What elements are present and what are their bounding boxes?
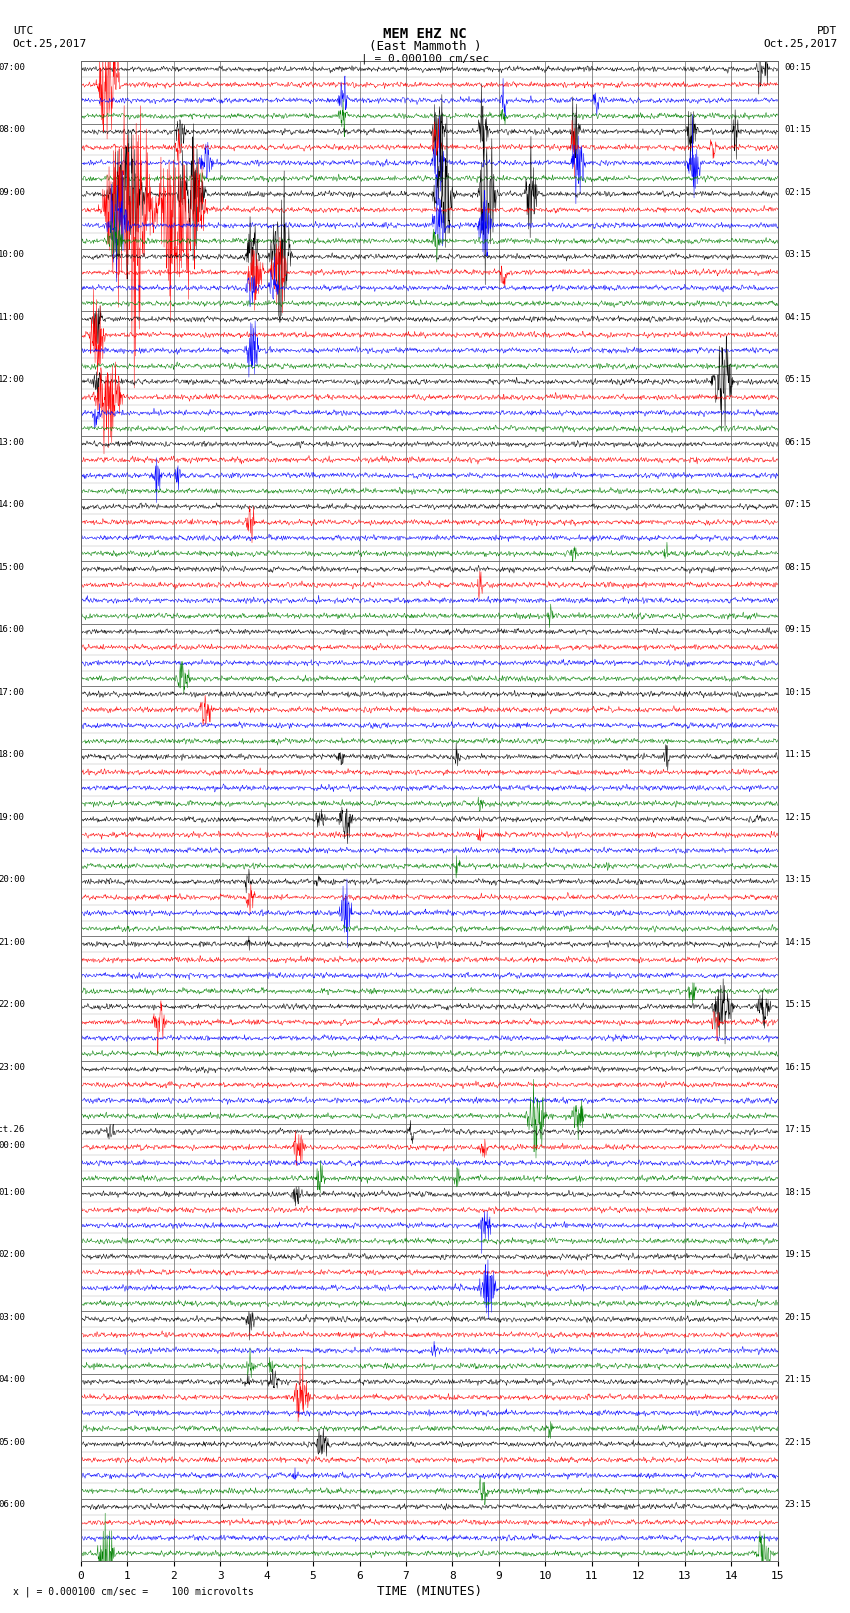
Text: 19:15: 19:15 [785,1250,812,1260]
Text: 11:00: 11:00 [0,313,25,323]
Text: | = 0.000100 cm/sec: | = 0.000100 cm/sec [361,53,489,65]
Text: 01:00: 01:00 [0,1187,25,1197]
Text: 12:15: 12:15 [785,813,812,823]
Text: 11:15: 11:15 [785,750,812,760]
Text: Oct.25,2017: Oct.25,2017 [13,39,87,48]
Text: MEM EHZ NC: MEM EHZ NC [383,27,467,42]
Text: 22:15: 22:15 [785,1437,812,1447]
Text: 07:15: 07:15 [785,500,812,510]
Text: 01:15: 01:15 [785,126,812,134]
Text: 03:15: 03:15 [785,250,812,260]
Text: 09:15: 09:15 [785,626,812,634]
Text: 10:00: 10:00 [0,250,25,260]
X-axis label: TIME (MINUTES): TIME (MINUTES) [377,1586,482,1598]
Text: 13:15: 13:15 [785,876,812,884]
Text: 03:00: 03:00 [0,1313,25,1323]
Text: 13:00: 13:00 [0,437,25,447]
Text: 04:15: 04:15 [785,313,812,323]
Text: x | = 0.000100 cm/sec =    100 microvolts: x | = 0.000100 cm/sec = 100 microvolts [13,1586,253,1597]
Text: 17:00: 17:00 [0,687,25,697]
Text: 05:00: 05:00 [0,1437,25,1447]
Text: 23:15: 23:15 [785,1500,812,1510]
Text: 15:15: 15:15 [785,1000,812,1010]
Text: 16:00: 16:00 [0,626,25,634]
Text: 08:00: 08:00 [0,126,25,134]
Text: 06:15: 06:15 [785,437,812,447]
Text: 04:00: 04:00 [0,1376,25,1384]
Text: 21:00: 21:00 [0,937,25,947]
Text: UTC: UTC [13,26,33,35]
Text: 18:00: 18:00 [0,750,25,760]
Text: 10:15: 10:15 [785,687,812,697]
Text: 00:15: 00:15 [785,63,812,73]
Text: 12:00: 12:00 [0,376,25,384]
Text: 08:15: 08:15 [785,563,812,573]
Text: 19:00: 19:00 [0,813,25,823]
Text: 18:15: 18:15 [785,1187,812,1197]
Text: 17:15: 17:15 [785,1126,812,1134]
Text: 20:15: 20:15 [785,1313,812,1323]
Text: PDT: PDT [817,26,837,35]
Text: (East Mammoth ): (East Mammoth ) [369,40,481,53]
Text: 06:00: 06:00 [0,1500,25,1510]
Text: Oct.25,2017: Oct.25,2017 [763,39,837,48]
Text: 14:15: 14:15 [785,937,812,947]
Text: 05:15: 05:15 [785,376,812,384]
Text: 09:00: 09:00 [0,187,25,197]
Text: 23:00: 23:00 [0,1063,25,1073]
Text: 21:15: 21:15 [785,1376,812,1384]
Text: Oct.26: Oct.26 [0,1126,25,1134]
Text: 02:15: 02:15 [785,187,812,197]
Text: 20:00: 20:00 [0,876,25,884]
Text: 22:00: 22:00 [0,1000,25,1010]
Text: 14:00: 14:00 [0,500,25,510]
Text: 02:00: 02:00 [0,1250,25,1260]
Text: 00:00: 00:00 [0,1140,25,1150]
Text: 16:15: 16:15 [785,1063,812,1073]
Text: 07:00: 07:00 [0,63,25,73]
Text: 15:00: 15:00 [0,563,25,573]
